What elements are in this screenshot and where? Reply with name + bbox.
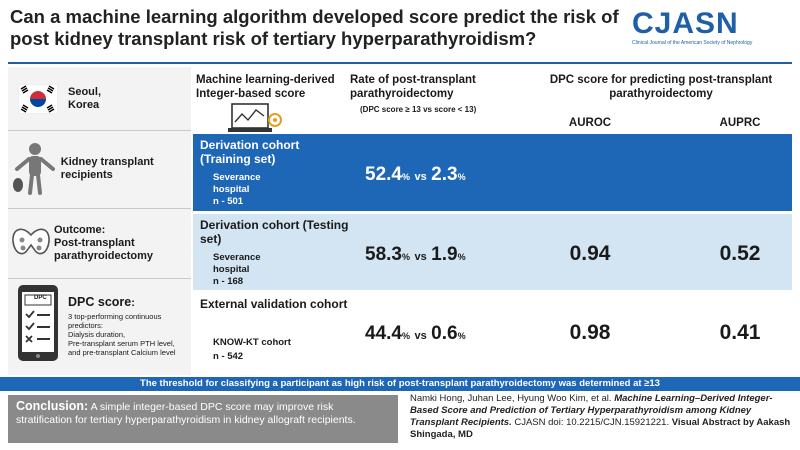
- dpc-row: DPC DPC score: 3 top-performing continuo…: [8, 282, 191, 372]
- dpc-desc-1: 3 top-performing continuous predictors:: [68, 312, 162, 330]
- left-separator: [8, 208, 191, 209]
- auprc-value: 0.52: [719, 242, 761, 265]
- left-separator: [8, 130, 191, 131]
- conclusion-text: A simple integer-based DPC score may imp…: [16, 401, 356, 426]
- thyroid-icon: [12, 228, 50, 255]
- citation: Namki Hong, Juhan Lee, Hyung Woo Kim, et…: [410, 393, 794, 441]
- pct-unit: %: [401, 172, 410, 182]
- cohort-site: Severance hospital: [213, 172, 261, 195]
- vs-label: vs: [414, 171, 427, 183]
- outcome-label: Outcome:: [54, 223, 106, 236]
- header-rate: Rate of post-transplant parathyroidectom…: [350, 74, 476, 100]
- phone-checklist-icon: [18, 285, 58, 361]
- cohort-title: Derivation cohort (Testing set): [200, 218, 349, 246]
- cohort-row-testing: Derivation cohort (Testing set) Severanc…: [193, 214, 792, 290]
- citation-article: Machine Learning–Derived Integer-Based S…: [410, 393, 773, 428]
- rate-high: 52.4: [365, 164, 402, 185]
- dpc-desc-3: Pre-transplant serum PTH level,: [68, 339, 175, 348]
- population-text: Kidney transplant recipients: [60, 156, 154, 181]
- header-ml-score: Machine learning-derived Integer-based s…: [196, 74, 335, 100]
- auroc-value: 0.94: [569, 242, 611, 265]
- dpc-desc-2: Dialysis duration,: [68, 330, 126, 339]
- cohort-rate: 52.4% vs 2.3%: [365, 164, 466, 186]
- threshold-banner: The threshold for classifying a particip…: [0, 377, 800, 391]
- rate-low: 0.6: [431, 323, 458, 344]
- cohort-title: External validation cohort: [200, 297, 348, 311]
- pct-unit: %: [457, 252, 466, 262]
- vs-label: vs: [414, 251, 427, 263]
- cohort-rate: 58.3% vs 1.9%: [365, 244, 466, 266]
- conclusion-box: Conclusion: A simple integer-based DPC s…: [8, 395, 398, 443]
- auprc-value: 0.41: [719, 321, 761, 344]
- header-auroc: AUROC: [568, 117, 612, 129]
- auroc-value: 0.98: [569, 321, 611, 344]
- population-row: Kidney transplant recipients: [8, 134, 191, 204]
- outcome-text: Post-transplant parathyroidectomy: [54, 236, 154, 262]
- logo-name: CJASN: [632, 7, 739, 40]
- cohort-n: n - 542: [213, 351, 244, 362]
- journal-logo: CJASN Clinical Journal of the American S…: [632, 8, 792, 47]
- korea-flag-icon: [18, 84, 58, 114]
- pct-unit: %: [457, 331, 466, 341]
- dpc-desc-4: and pre-transplant Calcium level: [68, 348, 176, 357]
- location-row: Seoul, Korea: [8, 72, 191, 126]
- vs-label: vs: [414, 330, 427, 342]
- location-text: Seoul, Korea: [68, 86, 102, 111]
- cohort-rate: 44.4% vs 0.6%: [365, 323, 466, 345]
- pct-unit: %: [457, 172, 466, 182]
- cohort-site: KNOW-KT cohort: [213, 337, 291, 348]
- citation-authors: Namki Hong, Juhan Lee, Hyung Woo Kim, et…: [410, 393, 612, 404]
- rate-high: 58.3: [365, 244, 402, 265]
- pct-unit: %: [401, 331, 410, 341]
- cohort-row-external: External validation cohort KNOW-KT cohor…: [193, 293, 792, 373]
- citation-doi: CJASN doi: 10.2215/CJN.15921221.: [514, 417, 670, 428]
- cohort-n: n - 501: [213, 196, 244, 207]
- rate-low: 1.9: [431, 244, 458, 265]
- cohort-n: n - 168: [213, 276, 244, 287]
- dpc-icon-label: DPC: [34, 295, 47, 301]
- dpc-label: DPC score: [68, 295, 132, 309]
- cohort-row-training: Derivation cohort (Training set) Severan…: [193, 134, 792, 211]
- dpc-colon: :: [131, 297, 135, 309]
- outcome-row: Outcome: Post-transplant parathyroidecto…: [8, 212, 191, 274]
- header-dpc-predict: DPC score for predicting post-transplant…: [549, 74, 773, 100]
- conclusion-label: Conclusion:: [16, 399, 89, 413]
- rate-high: 44.4: [365, 323, 402, 344]
- left-separator: [8, 278, 191, 279]
- laptop-gear-icon: [228, 103, 282, 132]
- header-divider: [8, 62, 792, 64]
- header-rate-note: (DPC score ≥ 13 vs score < 13): [360, 105, 477, 114]
- rate-low: 2.3: [431, 164, 458, 185]
- patient-icon: [13, 143, 56, 195]
- citation-visual: Visual Abstract by Aakash Shingada, MD: [410, 417, 791, 440]
- pct-unit: %: [401, 252, 410, 262]
- cohort-title: Derivation cohort (Training set): [200, 138, 300, 166]
- page-title: Can a machine learning algorithm develop…: [10, 6, 619, 49]
- cohort-site: Severance hospital: [213, 252, 261, 275]
- logo-subtitle: Clinical Journal of the American Society…: [632, 40, 753, 46]
- header-auprc: AUPRC: [719, 117, 761, 129]
